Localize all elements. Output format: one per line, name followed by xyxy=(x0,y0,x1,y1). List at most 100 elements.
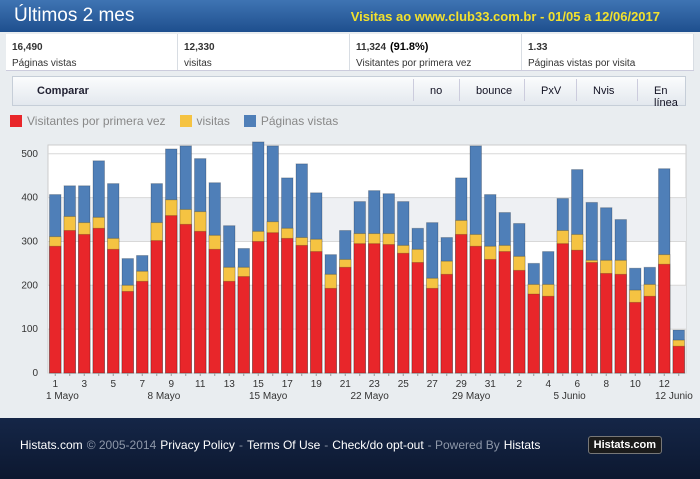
footer-item[interactable]: Terms Of Use xyxy=(246,438,321,452)
tool-button[interactable]: PxV xyxy=(524,79,569,101)
y-tick-label: 200 xyxy=(21,280,38,291)
week-label: 8 Mayo xyxy=(148,391,181,402)
footer-item[interactable]: Check/do opt-out xyxy=(332,438,424,452)
x-tick-label: 3 xyxy=(81,379,87,390)
y-tick-label: 300 xyxy=(21,236,38,247)
bar xyxy=(513,269,526,374)
week-label: 1 Mayo xyxy=(46,391,79,402)
bar xyxy=(353,243,366,374)
bar xyxy=(136,280,149,374)
bar xyxy=(179,223,192,374)
legend-item: Páginas vistas xyxy=(243,114,338,128)
bar xyxy=(121,290,134,374)
bar xyxy=(484,258,497,374)
stat-number: 12,330 xyxy=(184,42,215,53)
x-tick-label: 11 xyxy=(195,379,206,390)
stat: 1.33 Páginas vistas por visita xyxy=(522,34,694,70)
bar xyxy=(658,263,671,374)
y-tick-label: 100 xyxy=(21,324,38,335)
bar xyxy=(629,301,642,374)
footer-item: Histats xyxy=(503,438,541,452)
x-tick-label: 2 xyxy=(516,379,522,390)
bar xyxy=(107,248,120,374)
x-tick-label: 15 xyxy=(253,379,265,390)
bar xyxy=(237,276,250,374)
bar xyxy=(455,233,468,374)
footer-item[interactable]: Privacy Policy xyxy=(160,438,235,452)
x-tick-label: 4 xyxy=(545,379,551,390)
stat-label: visitas xyxy=(184,58,212,69)
x-tick-label: 7 xyxy=(139,379,145,390)
legend-item: visitas xyxy=(179,114,230,128)
bar xyxy=(643,295,656,374)
x-tick-label: 5 xyxy=(110,379,116,390)
legend-swatch xyxy=(10,115,22,127)
bar xyxy=(498,251,511,374)
bar xyxy=(165,215,178,374)
x-tick-label: 23 xyxy=(369,379,381,390)
week-label: 5 Junio xyxy=(554,391,587,402)
stat: 12,330 visitas xyxy=(178,34,350,70)
stat-label: Páginas vistas xyxy=(12,58,77,69)
footer-item: - xyxy=(238,438,243,452)
stat-value: 1.33 xyxy=(528,37,687,53)
x-tick-label: 21 xyxy=(340,379,352,390)
bar xyxy=(150,240,163,374)
week-label: 12 Junio xyxy=(655,391,693,402)
toolbar: Comparar no bounce PxV Nvis En línea xyxy=(12,76,686,109)
bar xyxy=(614,273,627,374)
bar xyxy=(310,251,323,374)
stat-number: 1.33 xyxy=(528,42,548,53)
title: Últimos 2 mes xyxy=(14,5,135,26)
legend: Visitantes por primera vez visitas Páginas… xyxy=(10,114,338,128)
bar xyxy=(295,244,308,374)
bar xyxy=(527,293,540,374)
legend-item: Visitantes por primera vez xyxy=(10,114,166,128)
legend-label: Visitantes por primera vez xyxy=(27,114,166,128)
x-tick-label: 9 xyxy=(168,379,174,390)
y-tick-label: 500 xyxy=(21,149,38,160)
range: Visitas ao www.club33.com.br - 01/05 a 1… xyxy=(350,9,660,24)
legend-swatch xyxy=(179,115,192,127)
week-label: 22 Mayo xyxy=(351,391,390,402)
stat-number: 11,324 xyxy=(356,42,387,53)
bar xyxy=(585,262,598,374)
x-tick-label: 13 xyxy=(224,379,236,390)
x-tick-label: 27 xyxy=(427,379,439,390)
bar xyxy=(440,273,453,374)
bar xyxy=(542,295,555,374)
footer-item: - xyxy=(324,438,329,452)
tool-button[interactable]: En línea xyxy=(637,79,686,109)
footer-item: © 2005-2014 xyxy=(86,438,157,452)
week-label: 29 Mayo xyxy=(452,391,491,402)
footer-links: Histats.com © 2005-2014 Privacy Policy - Ter… xyxy=(20,438,544,452)
stat-value: 12,330 xyxy=(184,37,343,53)
stat-extra: (91.8%) xyxy=(389,41,429,53)
legend-label: visitas xyxy=(196,114,230,128)
x-tick-label: 17 xyxy=(282,379,294,390)
y-tick-label: 400 xyxy=(21,193,38,204)
stat-number: 16,490 xyxy=(12,42,43,53)
bar xyxy=(469,245,482,374)
bar xyxy=(571,249,584,374)
stat: 16,490 Páginas vistas xyxy=(6,34,178,70)
bar xyxy=(78,233,91,374)
x-tick-label: 19 xyxy=(311,379,323,390)
bar xyxy=(281,237,294,374)
header: Últimos 2 mes Visitas ao www.club33.com.b… xyxy=(0,0,700,32)
tool-button[interactable]: bounce xyxy=(459,79,520,101)
footer-item: Histats.com xyxy=(20,438,83,452)
legend-swatch xyxy=(243,115,256,127)
bar xyxy=(426,287,439,374)
stat-label: Páginas vistas por visita xyxy=(528,58,636,69)
bar xyxy=(411,262,424,374)
bar xyxy=(556,243,569,374)
y-tick-label: 0 xyxy=(32,368,38,379)
week-label: 15 Mayo xyxy=(249,391,288,402)
compare[interactable]: Comparar xyxy=(37,85,89,97)
bar xyxy=(672,345,685,374)
tool-button[interactable]: no xyxy=(413,79,450,101)
tool-button[interactable]: Nvis xyxy=(576,79,622,101)
